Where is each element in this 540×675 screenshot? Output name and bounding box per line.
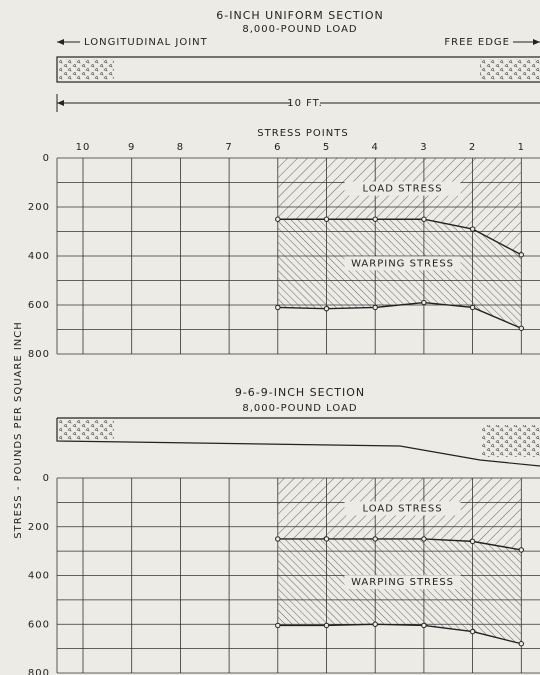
annotation: 10 FT. [287, 98, 323, 109]
data-point [276, 537, 280, 541]
data-point [373, 217, 377, 221]
data-point [276, 305, 280, 309]
x-tick-label: 8 [177, 142, 184, 153]
data-point [470, 305, 474, 309]
y-tick-label: 600 [28, 619, 50, 630]
chart-subtitle: 8,000-POUND LOAD [242, 403, 357, 414]
data-point [324, 623, 328, 627]
series-label: WARPING STRESS [351, 258, 454, 269]
x-tick-label: 6 [274, 142, 281, 153]
annotation: LONGITUDINAL JOINT [84, 37, 208, 48]
data-point [373, 622, 377, 626]
data-point [519, 642, 523, 646]
chart-title: 6-INCH UNIFORM SECTION [216, 9, 384, 22]
data-point [276, 217, 280, 221]
data-point [422, 300, 426, 304]
x-tick-label: 5 [323, 142, 330, 153]
data-point [422, 623, 426, 627]
series-label: WARPING STRESS [351, 577, 454, 588]
data-point [470, 227, 474, 231]
data-point [373, 537, 377, 541]
data-point [470, 539, 474, 543]
x-tick-label: 10 [76, 142, 91, 153]
slab-diagram [57, 418, 540, 466]
x-tick-label: 3 [420, 142, 427, 153]
y-tick-label: 800 [28, 349, 50, 360]
y-tick-label: 200 [28, 202, 50, 213]
data-point [470, 629, 474, 633]
chart-subtitle: 8,000-POUND LOAD [242, 24, 357, 35]
x-axis-title: STRESS POINTS [257, 128, 348, 139]
y-tick-label: 400 [28, 251, 50, 262]
annotation: FREE EDGE [444, 37, 510, 48]
series-label: LOAD STRESS [363, 184, 443, 195]
hatch-area [278, 539, 522, 644]
y-tick-label: 400 [28, 571, 50, 582]
data-point [519, 548, 523, 552]
x-tick-label: 4 [372, 142, 379, 153]
y-tick-label: 0 [43, 473, 50, 484]
x-tick-label: 2 [469, 142, 476, 153]
y-tick-label: 800 [28, 668, 50, 675]
data-point [519, 326, 523, 330]
y-tick-label: 200 [28, 522, 50, 533]
chart: 6-INCH UNIFORM SECTION 8,000-POUND LOAD … [0, 0, 540, 675]
data-point [422, 537, 426, 541]
y-axis-title: STRESS - POUNDS PER SQUARE INCH [13, 321, 24, 539]
data-point [276, 623, 280, 627]
data-point [422, 217, 426, 221]
data-point [519, 253, 523, 257]
x-tick-label: 9 [128, 142, 135, 153]
data-point [373, 305, 377, 309]
y-tick-label: 0 [43, 153, 50, 164]
y-tick-label: 600 [28, 300, 50, 311]
chart-title: 9-6-9-INCH SECTION [235, 386, 365, 399]
data-point [324, 217, 328, 221]
data-point [324, 306, 328, 310]
x-tick-label: 1 [518, 142, 525, 153]
data-point [324, 537, 328, 541]
x-tick-label: 7 [225, 142, 232, 153]
series-label: LOAD STRESS [363, 503, 443, 514]
